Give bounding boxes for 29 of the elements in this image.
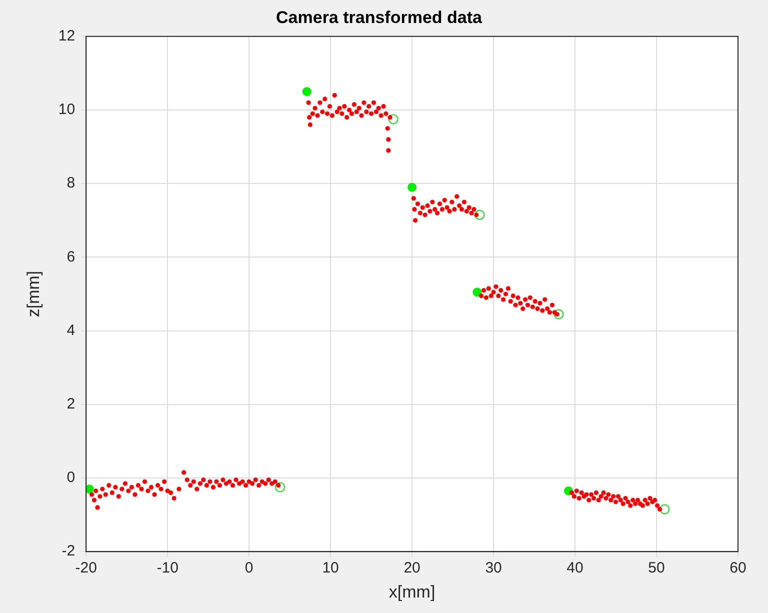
point (472, 288, 482, 297)
y-axis-title: z[mm] (24, 270, 43, 318)
x-tick-label: 10 (322, 560, 339, 577)
x-tick-label: 30 (485, 560, 502, 577)
x-axis-title: x[mm] (388, 582, 436, 602)
point (302, 87, 312, 96)
y-tick-label: -2 (62, 542, 76, 560)
point (388, 114, 398, 124)
y-tick-label: 10 (58, 101, 76, 118)
x-tick-label: 60 (730, 560, 746, 577)
x-tick-label: 50 (648, 560, 665, 577)
x-tick-label: -20 (75, 560, 97, 577)
point (86, 484, 94, 494)
x-tick-label: -10 (156, 560, 178, 577)
y-tick-label: 8 (66, 174, 76, 192)
point (474, 210, 485, 220)
point (660, 504, 670, 514)
point (554, 309, 564, 320)
x-tick-label: 20 (404, 560, 420, 577)
y-tick-label: 0 (66, 469, 76, 486)
y-tick-label: 6 (66, 248, 76, 266)
point (274, 482, 286, 492)
x-tick-label: 40 (566, 560, 584, 577)
x-tick-label: 0 (244, 560, 254, 577)
point (408, 182, 417, 192)
y-tick-label: 12 (58, 28, 76, 45)
y-tick-label: 2 (66, 396, 76, 413)
chart-title: Camera transformed data (276, 8, 483, 27)
y-tick-label: 4 (66, 322, 76, 339)
